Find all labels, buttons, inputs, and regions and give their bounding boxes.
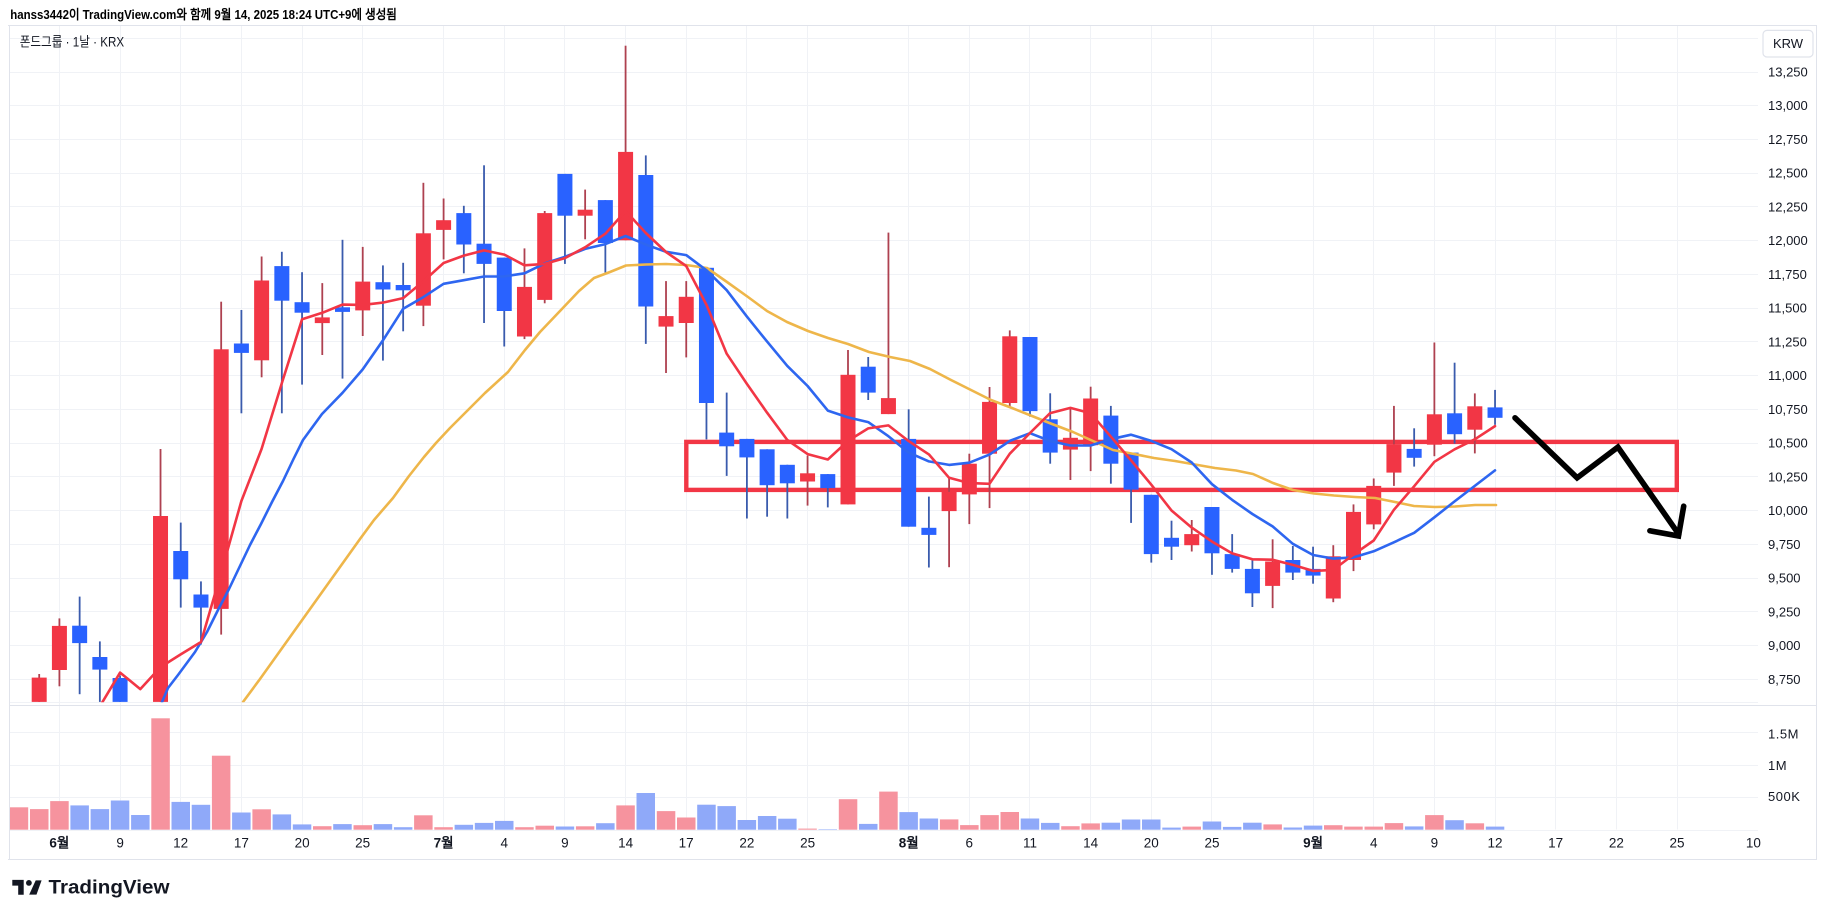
svg-text:10,000: 10,000 — [1768, 503, 1808, 518]
svg-text:17: 17 — [234, 836, 249, 851]
svg-text:10: 10 — [1746, 836, 1761, 851]
svg-text:20: 20 — [1144, 836, 1159, 851]
svg-text:폰드그룹 · 1날 · KRX: 폰드그룹 · 1날 · KRX — [20, 35, 124, 50]
svg-text:11: 11 — [1023, 836, 1037, 851]
svg-text:25: 25 — [800, 836, 815, 851]
svg-text:10,250: 10,250 — [1768, 469, 1808, 484]
svg-text:12,500: 12,500 — [1768, 166, 1808, 181]
svg-text:12: 12 — [1487, 836, 1502, 851]
svg-text:hanss3442이 TradingView.com와 함께: hanss3442이 TradingView.com와 함께 9월 14, 20… — [10, 7, 397, 22]
svg-text:11,000: 11,000 — [1768, 368, 1807, 383]
svg-text:13,250: 13,250 — [1768, 65, 1808, 80]
svg-text:14: 14 — [618, 836, 634, 851]
svg-text:25: 25 — [355, 836, 370, 851]
svg-text:9: 9 — [116, 836, 124, 851]
svg-text:17: 17 — [679, 836, 694, 851]
svg-text:12: 12 — [173, 836, 188, 851]
svg-text:22: 22 — [1609, 836, 1624, 851]
svg-text:9,250: 9,250 — [1768, 604, 1801, 619]
svg-text:25: 25 — [1204, 836, 1219, 851]
svg-text:9,750: 9,750 — [1768, 537, 1801, 552]
svg-text:10,500: 10,500 — [1768, 436, 1808, 451]
svg-text:4: 4 — [1370, 836, 1378, 851]
svg-text:11,250: 11,250 — [1768, 334, 1807, 349]
svg-text:6: 6 — [966, 836, 974, 851]
svg-text:10,750: 10,750 — [1768, 402, 1808, 417]
svg-text:7월: 7월 — [434, 835, 454, 851]
svg-text:12,750: 12,750 — [1768, 132, 1808, 147]
svg-text:TradingView: TradingView — [49, 877, 171, 899]
svg-text:12,250: 12,250 — [1768, 200, 1808, 215]
svg-text:20: 20 — [295, 836, 310, 851]
svg-text:9,000: 9,000 — [1768, 638, 1801, 653]
svg-text:12,000: 12,000 — [1768, 233, 1808, 248]
svg-text:500K: 500K — [1768, 789, 1800, 804]
svg-text:17: 17 — [1548, 836, 1563, 851]
svg-text:4: 4 — [501, 836, 509, 851]
svg-text:11,750: 11,750 — [1768, 267, 1807, 282]
svg-text:13,000: 13,000 — [1768, 98, 1808, 113]
svg-text:25: 25 — [1669, 836, 1684, 851]
svg-text:9월: 9월 — [1303, 835, 1323, 851]
svg-text:1M: 1M — [1768, 758, 1787, 773]
svg-text:KRW: KRW — [1773, 36, 1804, 51]
svg-text:8월: 8월 — [899, 835, 919, 851]
svg-text:9: 9 — [561, 836, 569, 851]
svg-text:1.5M: 1.5M — [1768, 727, 1799, 742]
svg-text:8,750: 8,750 — [1768, 672, 1801, 687]
svg-text:6월: 6월 — [49, 835, 69, 851]
svg-text:9,500: 9,500 — [1768, 571, 1801, 586]
svg-text:9: 9 — [1431, 836, 1439, 851]
svg-text:22: 22 — [739, 836, 754, 851]
svg-text:11,500: 11,500 — [1768, 301, 1807, 316]
svg-text:14: 14 — [1083, 836, 1099, 851]
